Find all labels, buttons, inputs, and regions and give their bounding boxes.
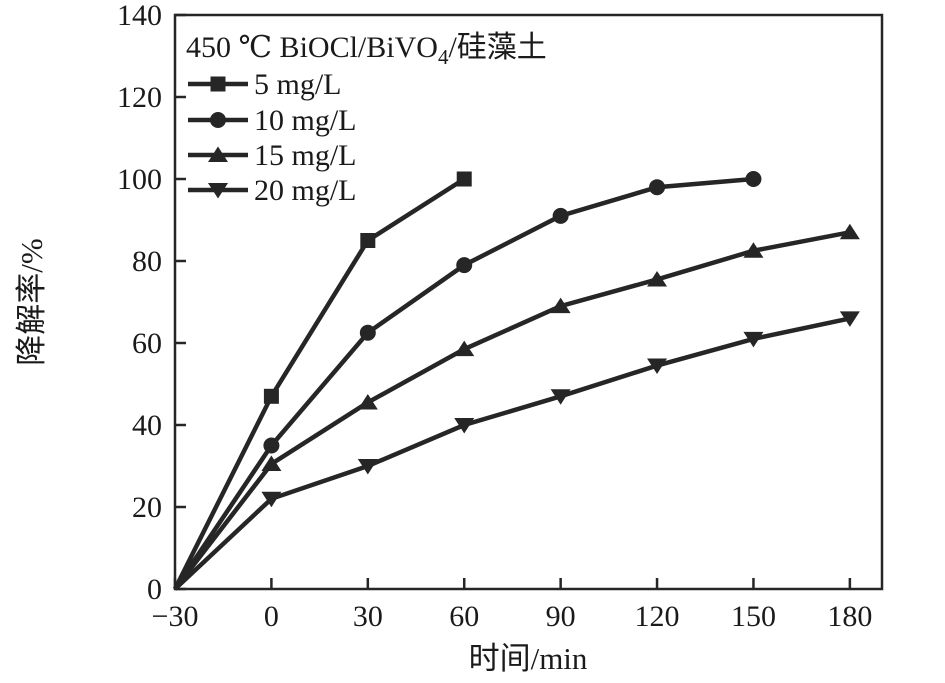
legend-entry: 15 mg/L bbox=[188, 139, 357, 172]
y-axis-label: 降解率/% bbox=[14, 238, 49, 365]
data-point-marker bbox=[743, 242, 764, 258]
x-axis-label: 时间/min bbox=[469, 641, 588, 676]
data-point-marker bbox=[357, 393, 378, 410]
series-10-mg-l bbox=[173, 171, 762, 591]
y-tick-label: 120 bbox=[117, 81, 162, 114]
series-5-mg-l bbox=[172, 171, 472, 591]
x-tick-label: 150 bbox=[731, 600, 776, 633]
data-point-marker bbox=[454, 340, 475, 357]
data-point-marker bbox=[550, 389, 571, 405]
legend-entry-label: 10 mg/L bbox=[254, 104, 357, 137]
series-line bbox=[173, 230, 851, 591]
series-15-mg-l bbox=[173, 223, 860, 591]
series-20-mg-l bbox=[173, 311, 860, 591]
data-point-marker bbox=[456, 257, 473, 274]
x-tick-label: 0 bbox=[264, 600, 279, 633]
y-tick-label: 40 bbox=[132, 409, 162, 442]
y-tick-label: 100 bbox=[117, 163, 162, 196]
legend-entry: 10 mg/L bbox=[188, 104, 357, 137]
x-tick-label: 120 bbox=[635, 600, 680, 633]
x-tick-label: 90 bbox=[546, 600, 576, 633]
chart-generated: −30 0 30 60 90 120 150 180020406080100120140450… bbox=[117, 0, 884, 633]
data-point-marker bbox=[647, 358, 668, 375]
plot-frame bbox=[173, 13, 884, 591]
data-point-marker bbox=[743, 331, 764, 348]
legend-entry: 20 mg/L bbox=[188, 174, 357, 207]
data-point-marker bbox=[357, 459, 378, 475]
legend-entry: 5 mg/L bbox=[188, 68, 342, 101]
y-tick-label: 0 bbox=[147, 573, 162, 606]
data-point-marker bbox=[454, 418, 475, 434]
y-tick-label: 20 bbox=[132, 491, 162, 524]
x-tick-label: 60 bbox=[449, 600, 479, 633]
data-point-marker bbox=[263, 388, 279, 404]
x-tick-label: 180 bbox=[827, 600, 872, 633]
data-point-marker bbox=[745, 171, 762, 187]
data-point-marker bbox=[550, 297, 571, 314]
data-point-marker bbox=[359, 324, 376, 341]
legend-entry-label: 5 mg/L bbox=[254, 68, 342, 101]
data-point-marker bbox=[456, 171, 472, 187]
series-line bbox=[173, 176, 754, 591]
legend-entry-label: 15 mg/L bbox=[254, 139, 357, 172]
x-tick-label: 30 bbox=[353, 600, 383, 633]
x-axis-ticks: −30 0 30 60 90 120 150 180 bbox=[152, 578, 872, 633]
data-point-marker bbox=[647, 270, 668, 287]
data-point-marker bbox=[261, 455, 282, 471]
data-point-marker bbox=[552, 207, 569, 224]
y-tick-label: 60 bbox=[132, 327, 162, 360]
series-line bbox=[173, 316, 851, 591]
triangle-up-icon bbox=[208, 146, 228, 162]
series-line bbox=[172, 177, 466, 591]
y-tick-label: 80 bbox=[132, 245, 162, 278]
circle-icon bbox=[210, 112, 226, 128]
data-point-marker bbox=[839, 311, 860, 327]
data-point-marker bbox=[263, 437, 280, 454]
y-tick-label: 140 bbox=[117, 0, 162, 32]
data-point-marker bbox=[649, 179, 666, 196]
y-axis-ticks: 0 20 40 60 80 100 120 140 bbox=[117, 0, 186, 606]
square-icon bbox=[210, 76, 226, 92]
data-point-marker bbox=[360, 233, 376, 248]
data-point-marker bbox=[261, 491, 282, 508]
data-point-marker bbox=[839, 223, 860, 240]
legend-entry-label: 20 mg/L bbox=[254, 174, 357, 207]
triangle-down-icon bbox=[208, 183, 228, 199]
legend-title: 450 ℃ BiOCl/BiVO4/硅藻土 bbox=[186, 31, 547, 69]
x-tick-label: −30 bbox=[152, 600, 199, 633]
